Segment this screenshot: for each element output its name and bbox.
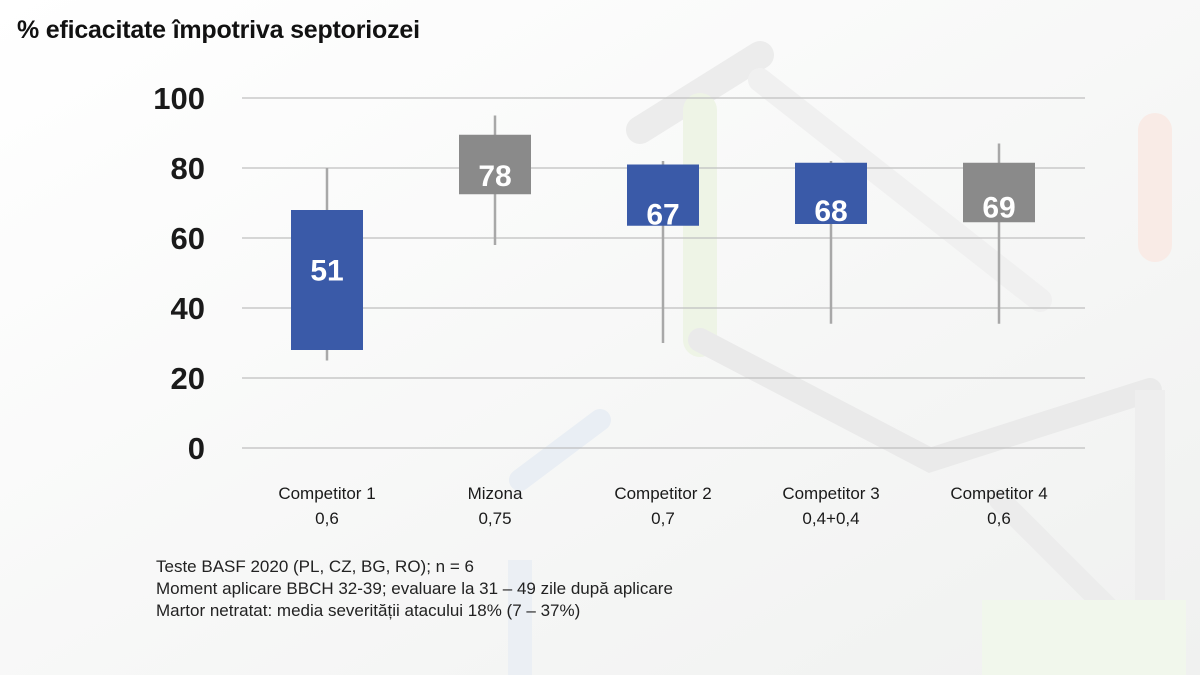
footnote: Martor netratat: media severității atacu… — [156, 601, 581, 620]
median-label: 69 — [982, 192, 1015, 225]
y-tick-label: 100 — [153, 81, 205, 116]
x-category-label: Competitor 1 — [278, 484, 375, 503]
footnote: Moment aplicare BBCH 32-39; evaluare la … — [156, 579, 673, 598]
y-axis: 0 20 40 60 80 100 — [153, 81, 205, 466]
box — [795, 162, 867, 224]
y-tick-label: 80 — [171, 151, 205, 186]
box — [627, 164, 699, 226]
box — [291, 210, 363, 350]
x-category-label: Competitor 3 — [782, 484, 879, 503]
x-category-label: Competitor 4 — [950, 484, 1047, 503]
x-axis: Competitor 1 0,6 Mizona 0,75 Competitor 2 0,7… — [278, 484, 1047, 528]
x-dose-label: 0,4+0,4 — [802, 509, 859, 528]
x-dose-label: 0,7 — [651, 509, 675, 528]
median-label: 51 — [310, 255, 343, 288]
median-label: 67 — [646, 199, 679, 232]
x-category-label: Mizona — [468, 484, 523, 503]
median-label: 68 — [814, 195, 847, 228]
x-dose-label: 0,75 — [478, 509, 511, 528]
footnotes: Teste BASF 2020 (PL, CZ, BG, RO); n = 6 … — [156, 556, 673, 622]
y-tick-label: 40 — [171, 291, 205, 326]
y-tick-label: 0 — [188, 431, 205, 466]
box — [459, 134, 531, 195]
y-tick-label: 60 — [171, 221, 205, 256]
footnote: Teste BASF 2020 (PL, CZ, BG, RO); n = 6 — [156, 557, 474, 576]
plot-area: 51 78 67 68 69 — [291, 115, 1035, 361]
median-label: 78 — [478, 160, 511, 193]
x-category-label: Competitor 2 — [614, 484, 711, 503]
y-tick-label: 20 — [171, 361, 205, 396]
x-dose-label: 0,6 — [987, 509, 1011, 528]
x-dose-label: 0,6 — [315, 509, 339, 528]
chart-title: % eficacitate împotriva septoriozei — [17, 16, 420, 44]
box — [963, 162, 1035, 223]
